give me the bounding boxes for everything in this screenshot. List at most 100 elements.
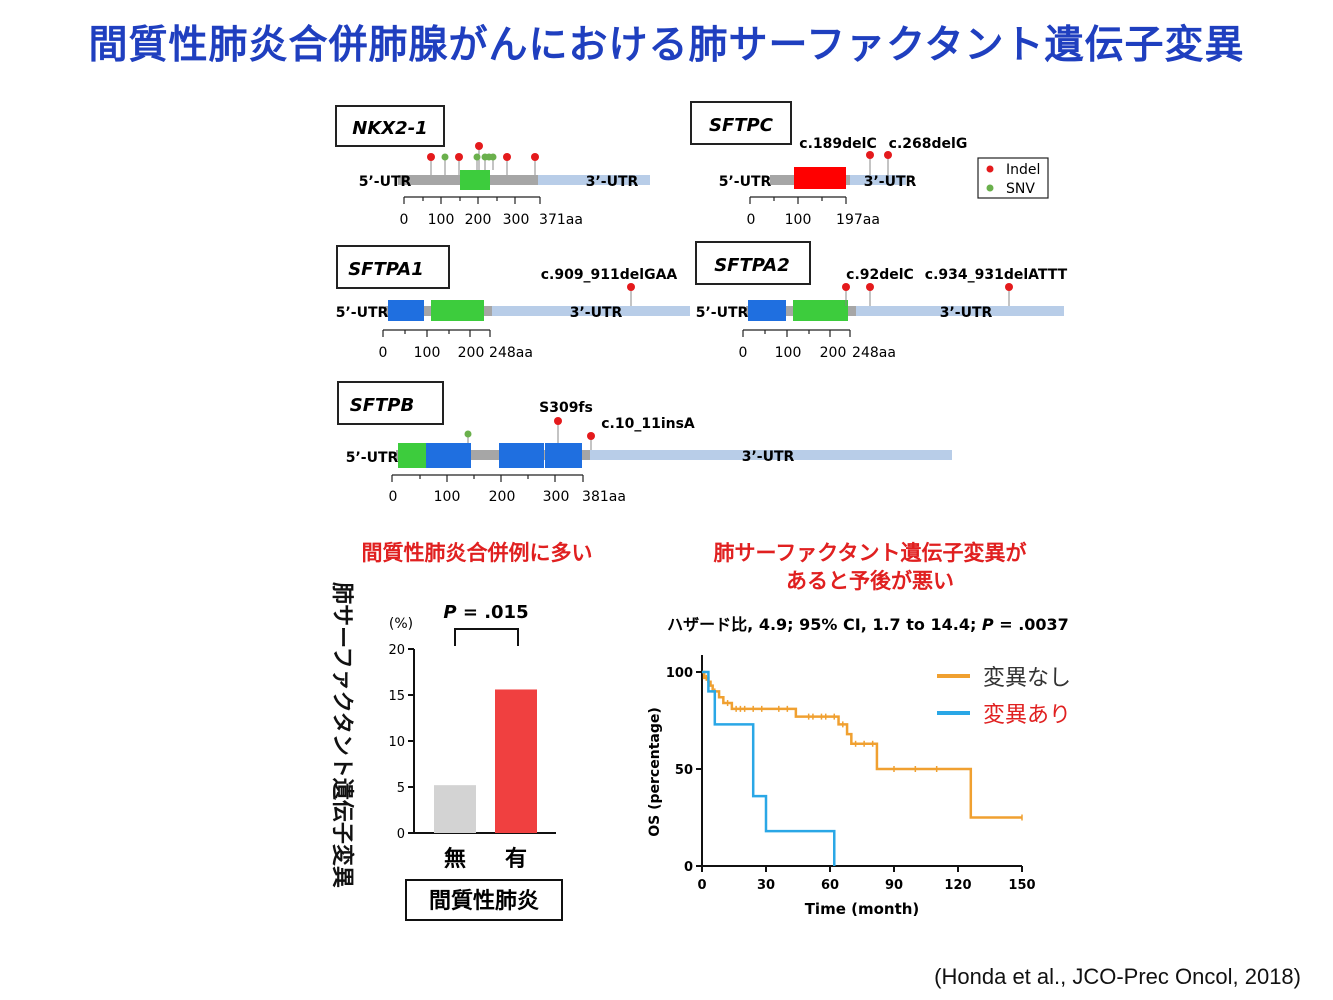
km-x-tick-label: 90: [885, 878, 903, 893]
km-x-tick-label: 0: [697, 878, 706, 893]
significance-p-value: P = .015: [443, 602, 528, 623]
bar-chart: 肺サーファクタント遺伝子変異 (%) 05101520 無有 P = .015 …: [329, 582, 563, 921]
sftpa2-tick: 248aa: [852, 345, 896, 361]
nkx21-utr5: 5’-UTR: [359, 174, 412, 190]
bar-y-tick-label: 10: [388, 735, 405, 750]
sftpb-domain: [499, 443, 544, 468]
significance-bracket: [454, 628, 519, 646]
nkx21-panel: NKX2-1 5’-UTR 3’-UTR 0 100 20: [335, 105, 650, 228]
km-chart: ハザード比, 4.9; 95% CI, 1.7 to 14.4; P = .00…: [647, 615, 1071, 918]
sftpb-tick: 300: [543, 489, 570, 505]
sftpc-tick: 100: [785, 212, 812, 228]
sftpb-utr5: 5’-UTR: [346, 450, 399, 466]
sftpa2-panel: SFTPA2 5’-UTR 3’-UTR c.92delC c.934_931d…: [695, 241, 1068, 361]
sftpa1-tick: 248aa: [489, 345, 533, 361]
indel-legend-marker: [986, 165, 994, 173]
sftpa2-tick: 200: [820, 345, 847, 361]
km-series-0: [702, 670, 1022, 819]
km-x-tick-label: 30: [757, 878, 775, 893]
sftpc-mutation-label: c.268delG: [889, 136, 968, 152]
km-subtitle: ハザード比, 4.9; 95% CI, 1.7 to 14.4; P = .00…: [667, 615, 1069, 634]
nkx21-domain: [460, 170, 490, 190]
sftpc-tick: 0: [747, 212, 756, 228]
sftpc-mutation-label: c.189delC: [799, 136, 876, 152]
sftpb-utr3: 3’-UTR: [742, 449, 795, 465]
km-x-axis-label: Time (month): [805, 900, 920, 918]
indel-legend-label: Indel: [1006, 162, 1040, 178]
km-x-tick-label: 60: [821, 878, 839, 893]
sftpb-tick: 381aa: [582, 489, 626, 505]
sftpb-tick: 200: [489, 489, 516, 505]
sftpa1-panel: SFTPA1 5’-UTR 3’-UTR c.909_911delGAA 0 1…: [336, 245, 690, 361]
slide-title: 間質性肺炎合併肺腺がんにおける肺サーファクタント遺伝子変異: [88, 23, 1245, 68]
sftpa1-tick: 100: [414, 345, 441, 361]
km-y-tick-label: 100: [666, 666, 693, 681]
sftpa1-domain: [388, 300, 424, 321]
sftpb-panel: SFTPB 5’-UTR 3’-UTR S309fs c.10_11insA 0…: [337, 381, 952, 505]
sftpb-domain: [545, 443, 582, 468]
sftpa2-tick: 0: [739, 345, 748, 361]
km-series-1: [702, 670, 836, 866]
sftpb-domain: [426, 443, 471, 468]
nkx21-tick: 0: [400, 212, 409, 228]
nkx21-tick: 371aa: [539, 212, 583, 228]
bar-category-label: 有: [505, 846, 527, 872]
snv-legend-marker: [986, 184, 994, 192]
km-x-tick-label: 150: [1008, 878, 1035, 893]
sftpc-name: SFTPC: [709, 115, 774, 136]
km-x-tick-label: 120: [944, 878, 971, 893]
bar-y-tick-label: 15: [388, 689, 405, 704]
bar-heading: 間質性肺炎合併例に多い: [362, 541, 593, 565]
sftpc-utr3: 3’-UTR: [864, 174, 917, 190]
km-y-axis-label: OS (percentage): [647, 707, 663, 837]
mutation-legend: Indel SNV: [977, 157, 1049, 199]
sftpa2-domain: [748, 300, 786, 321]
km-legend-label: 変異なし: [983, 666, 1071, 691]
nkx21-name: NKX2-1: [352, 118, 427, 139]
nkx21-tick: 100: [428, 212, 455, 228]
sftpa2-mutation-label: c.934_931delATTT: [925, 267, 1068, 283]
bar-category-label: 無: [444, 846, 466, 872]
sftpa2-tick: 100: [775, 345, 802, 361]
sftpa2-mutation-label: c.92delC: [846, 267, 914, 283]
km-legend-label: 変異あり: [983, 703, 1071, 728]
bar-y-unit: (%): [389, 616, 413, 632]
sftpa1-tick: 0: [379, 345, 388, 361]
sftpa1-mutation-label: c.909_911delGAA: [541, 267, 678, 283]
km-y-tick-label: 0: [684, 860, 693, 875]
sftpa1-utr3: 3’-UTR: [570, 305, 623, 321]
sftpb-tick: 0: [389, 489, 398, 505]
bar-0: [434, 785, 476, 833]
sftpa1-utr5: 5’-UTR: [336, 305, 389, 321]
sftpb-mutation-label: S309fs: [539, 400, 593, 416]
km-y-tick-label: 50: [675, 763, 693, 778]
bar-y-tick-label: 5: [397, 781, 405, 796]
bar-y-tick-label: 20: [388, 643, 405, 658]
nkx21-tick: 200: [465, 212, 492, 228]
km-heading-line1: 肺サーファクタント遺伝子変異が: [714, 541, 1027, 565]
sftpb-mutation-label: c.10_11insA: [601, 416, 695, 432]
nkx21-tick: 300: [503, 212, 530, 228]
bar-x-label-box: [405, 879, 563, 921]
citation: (Honda et al., JCO-Prec Oncol, 2018): [934, 964, 1301, 989]
sftpc-domain: [794, 167, 846, 189]
sftpb-name: SFTPB: [350, 395, 414, 416]
snv-legend-label: SNV: [1006, 181, 1035, 197]
sftpa1-domain: [431, 300, 484, 321]
sftpa2-utr3: 3’-UTR: [940, 305, 993, 321]
km-heading-line2: あると予後が悪い: [786, 569, 954, 593]
sftpa1-tick: 200: [458, 345, 485, 361]
sftpb-domain: [398, 443, 426, 468]
sftpa1-name: SFTPA1: [348, 259, 424, 280]
sftpc-tick: 197aa: [836, 212, 880, 228]
sftpc-panel: SFTPC 5’-UTR 3’-UTR c.189delC c.268delG …: [690, 101, 968, 228]
sftpa2-utr5: 5’-UTR: [696, 305, 749, 321]
sftpa2-name: SFTPA2: [714, 255, 790, 276]
bar-1: [495, 689, 537, 833]
sftpa2-domain: [793, 300, 848, 321]
bar-y-axis-label: 肺サーファクタント遺伝子変異: [329, 582, 355, 888]
bar-x-axis-label: 間質性肺炎: [429, 889, 539, 914]
sftpb-tick: 100: [434, 489, 461, 505]
